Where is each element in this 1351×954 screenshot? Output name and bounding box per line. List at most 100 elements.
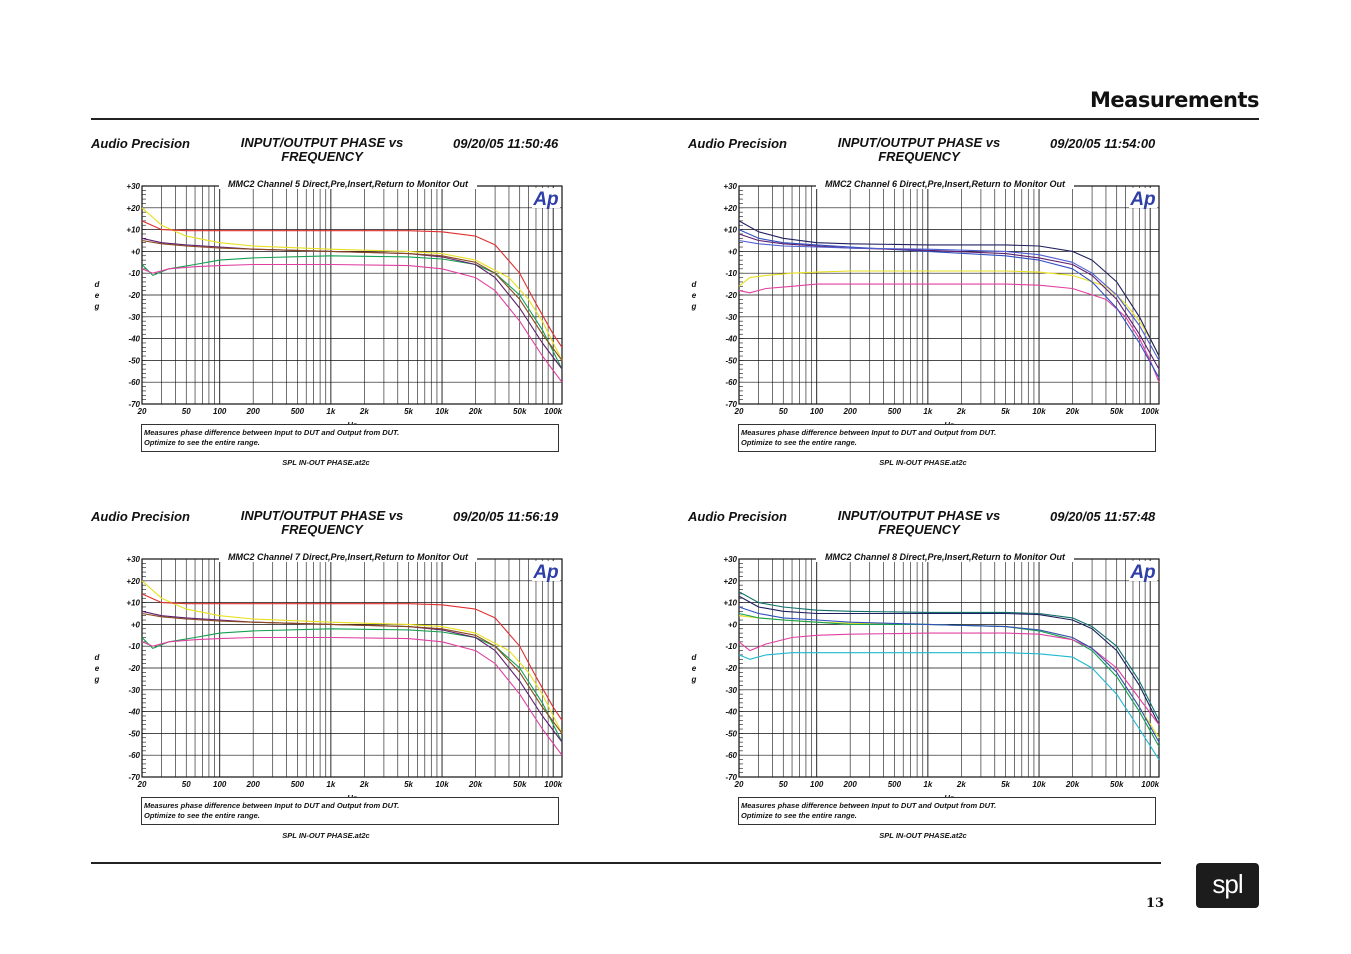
series-line (141, 220, 563, 348)
y-tick-label: -60 (128, 378, 140, 387)
series-line (738, 270, 1160, 357)
y-tick-label: -40 (128, 335, 140, 344)
ap-logo-bg (1129, 561, 1157, 581)
series-line (141, 636, 563, 756)
x-tick-label: 20k (1065, 780, 1080, 789)
ap-logo: Ap (532, 562, 558, 583)
x-tick-label: 50k (1110, 780, 1124, 789)
x-tick-label: 20 (734, 407, 744, 416)
series-line (738, 220, 1160, 357)
y-tick-label: -50 (128, 729, 140, 738)
series-line (141, 580, 563, 734)
x-tick-label: 20k (468, 407, 483, 416)
x-tick-label: 20k (1065, 407, 1080, 416)
description-line-2: Optimize to see the entire range. (144, 811, 260, 820)
x-tick-label: 2k (359, 407, 369, 416)
y-tick-label: -60 (725, 751, 737, 760)
y-tick-label: -30 (128, 686, 140, 695)
y-axis-label-letter: g (691, 675, 697, 684)
chart-panel-channel-8: Audio Precision INPUT/OUTPUT PHASE vs FR… (688, 501, 1168, 841)
x-tick-label: 100 (213, 780, 227, 789)
series-line (141, 239, 563, 361)
x-tick-label: 10k (435, 407, 449, 416)
x-tick-label: 500 (291, 407, 305, 416)
chart-title: INPUT/OUTPUT PHASE vs FREQUENCY (837, 135, 1001, 164)
y-tick-label: +20 (723, 204, 737, 213)
y-tick-label: -70 (725, 400, 737, 409)
description-line-2: Optimize to see the entire range. (144, 438, 260, 447)
y-axis-label-letter: d (692, 653, 698, 662)
x-tick-label: 5k (404, 780, 413, 789)
x-tick-label: 2k (359, 780, 369, 789)
x-tick-label: 5k (1001, 780, 1010, 789)
phase-plot: MMC2 Channel 5 Direct,Pre,Insert,Return … (94, 177, 563, 424)
y-tick-label: -10 (725, 269, 737, 278)
x-tick-label: 5k (1001, 407, 1010, 416)
x-tick-label: 100k (1141, 407, 1159, 416)
series-line (141, 610, 563, 743)
x-tick-label: 100 (810, 780, 824, 789)
chart-filename: SPL IN-OUT PHASE.at2c (282, 831, 370, 840)
y-axis-label-letter: g (94, 302, 100, 311)
ap-logo-bg (1129, 188, 1157, 208)
ap-logo-bg (532, 561, 560, 581)
y-tick-label: +30 (723, 182, 737, 191)
chart-timestamp: 09/20/05 11:57:48 (1050, 509, 1156, 524)
y-tick-label: +0 (131, 620, 141, 629)
y-tick-label: +30 (126, 182, 140, 191)
chart-timestamp: 09/20/05 11:54:00 (1050, 136, 1156, 151)
x-tick-label: 50 (182, 407, 191, 416)
spl-logo-mark: spl (1212, 869, 1243, 899)
chart-subtitle-bg (816, 177, 1074, 189)
x-tick-label: 100k (544, 780, 562, 789)
series-line (141, 593, 563, 721)
x-tick-label: 50k (513, 407, 527, 416)
ap-logo-bg (532, 188, 560, 208)
y-tick-label: -40 (725, 708, 737, 717)
series-line (141, 237, 563, 370)
x-tick-label: 500 (291, 780, 305, 789)
y-tick-label: -20 (725, 291, 737, 300)
spl-logo: spl (1196, 863, 1259, 908)
x-axis-label: Hz (347, 794, 357, 797)
ap-logo: Ap (1129, 562, 1155, 583)
series-line (141, 263, 563, 383)
chart-subtitle: MMC2 Channel 5 Direct,Pre,Insert,Return … (228, 179, 469, 189)
chart-brand: Audio Precision (91, 509, 190, 524)
logo-text: spl (1212, 869, 1242, 899)
x-tick-label: 200 (245, 407, 260, 416)
chart-filename: SPL IN-OUT PHASE.at2c (879, 831, 967, 840)
chart-brand: Audio Precision (688, 509, 787, 524)
y-tick-label: -70 (128, 773, 140, 782)
ap-logo: Ap (1129, 189, 1155, 210)
x-tick-label: 1k (326, 407, 335, 416)
chart-subtitle: MMC2 Channel 8 Direct,Pre,Insert,Return … (825, 552, 1066, 562)
series-line (738, 606, 1160, 743)
phase-plot: MMC2 Channel 6 Direct,Pre,Insert,Return … (691, 177, 1160, 424)
chart-description-box: Measures phase difference between Input … (141, 797, 559, 825)
y-tick-label: -60 (128, 751, 140, 760)
chart-title: INPUT/OUTPUT PHASE vs FREQUENCY (240, 508, 404, 537)
chart-subtitle-bg (219, 550, 477, 562)
y-tick-label: +20 (723, 577, 737, 586)
y-tick-label: -10 (128, 269, 140, 278)
chart-description-box: Measures phase difference between Input … (738, 797, 1156, 825)
x-tick-label: 50 (779, 780, 788, 789)
chart-subtitle-bg (816, 550, 1074, 562)
y-tick-label: +30 (723, 555, 737, 564)
y-axis-label-letter: e (95, 664, 100, 673)
x-tick-label: 1k (923, 780, 932, 789)
x-tick-label: 1k (923, 407, 932, 416)
y-tick-label: +10 (126, 599, 140, 608)
y-axis-label-letter: e (95, 291, 100, 300)
y-tick-label: +10 (723, 599, 737, 608)
series-line (738, 632, 1160, 726)
y-tick-label: +0 (728, 247, 738, 256)
x-tick-label: 1k (326, 780, 335, 789)
y-tick-label: -70 (128, 400, 140, 409)
series-line (141, 207, 563, 361)
y-tick-label: -20 (128, 664, 140, 673)
x-tick-label: 10k (1032, 407, 1046, 416)
chart-panel-channel-6: Audio Precision INPUT/OUTPUT PHASE vs FR… (688, 128, 1168, 468)
x-tick-label: 20 (734, 780, 744, 789)
